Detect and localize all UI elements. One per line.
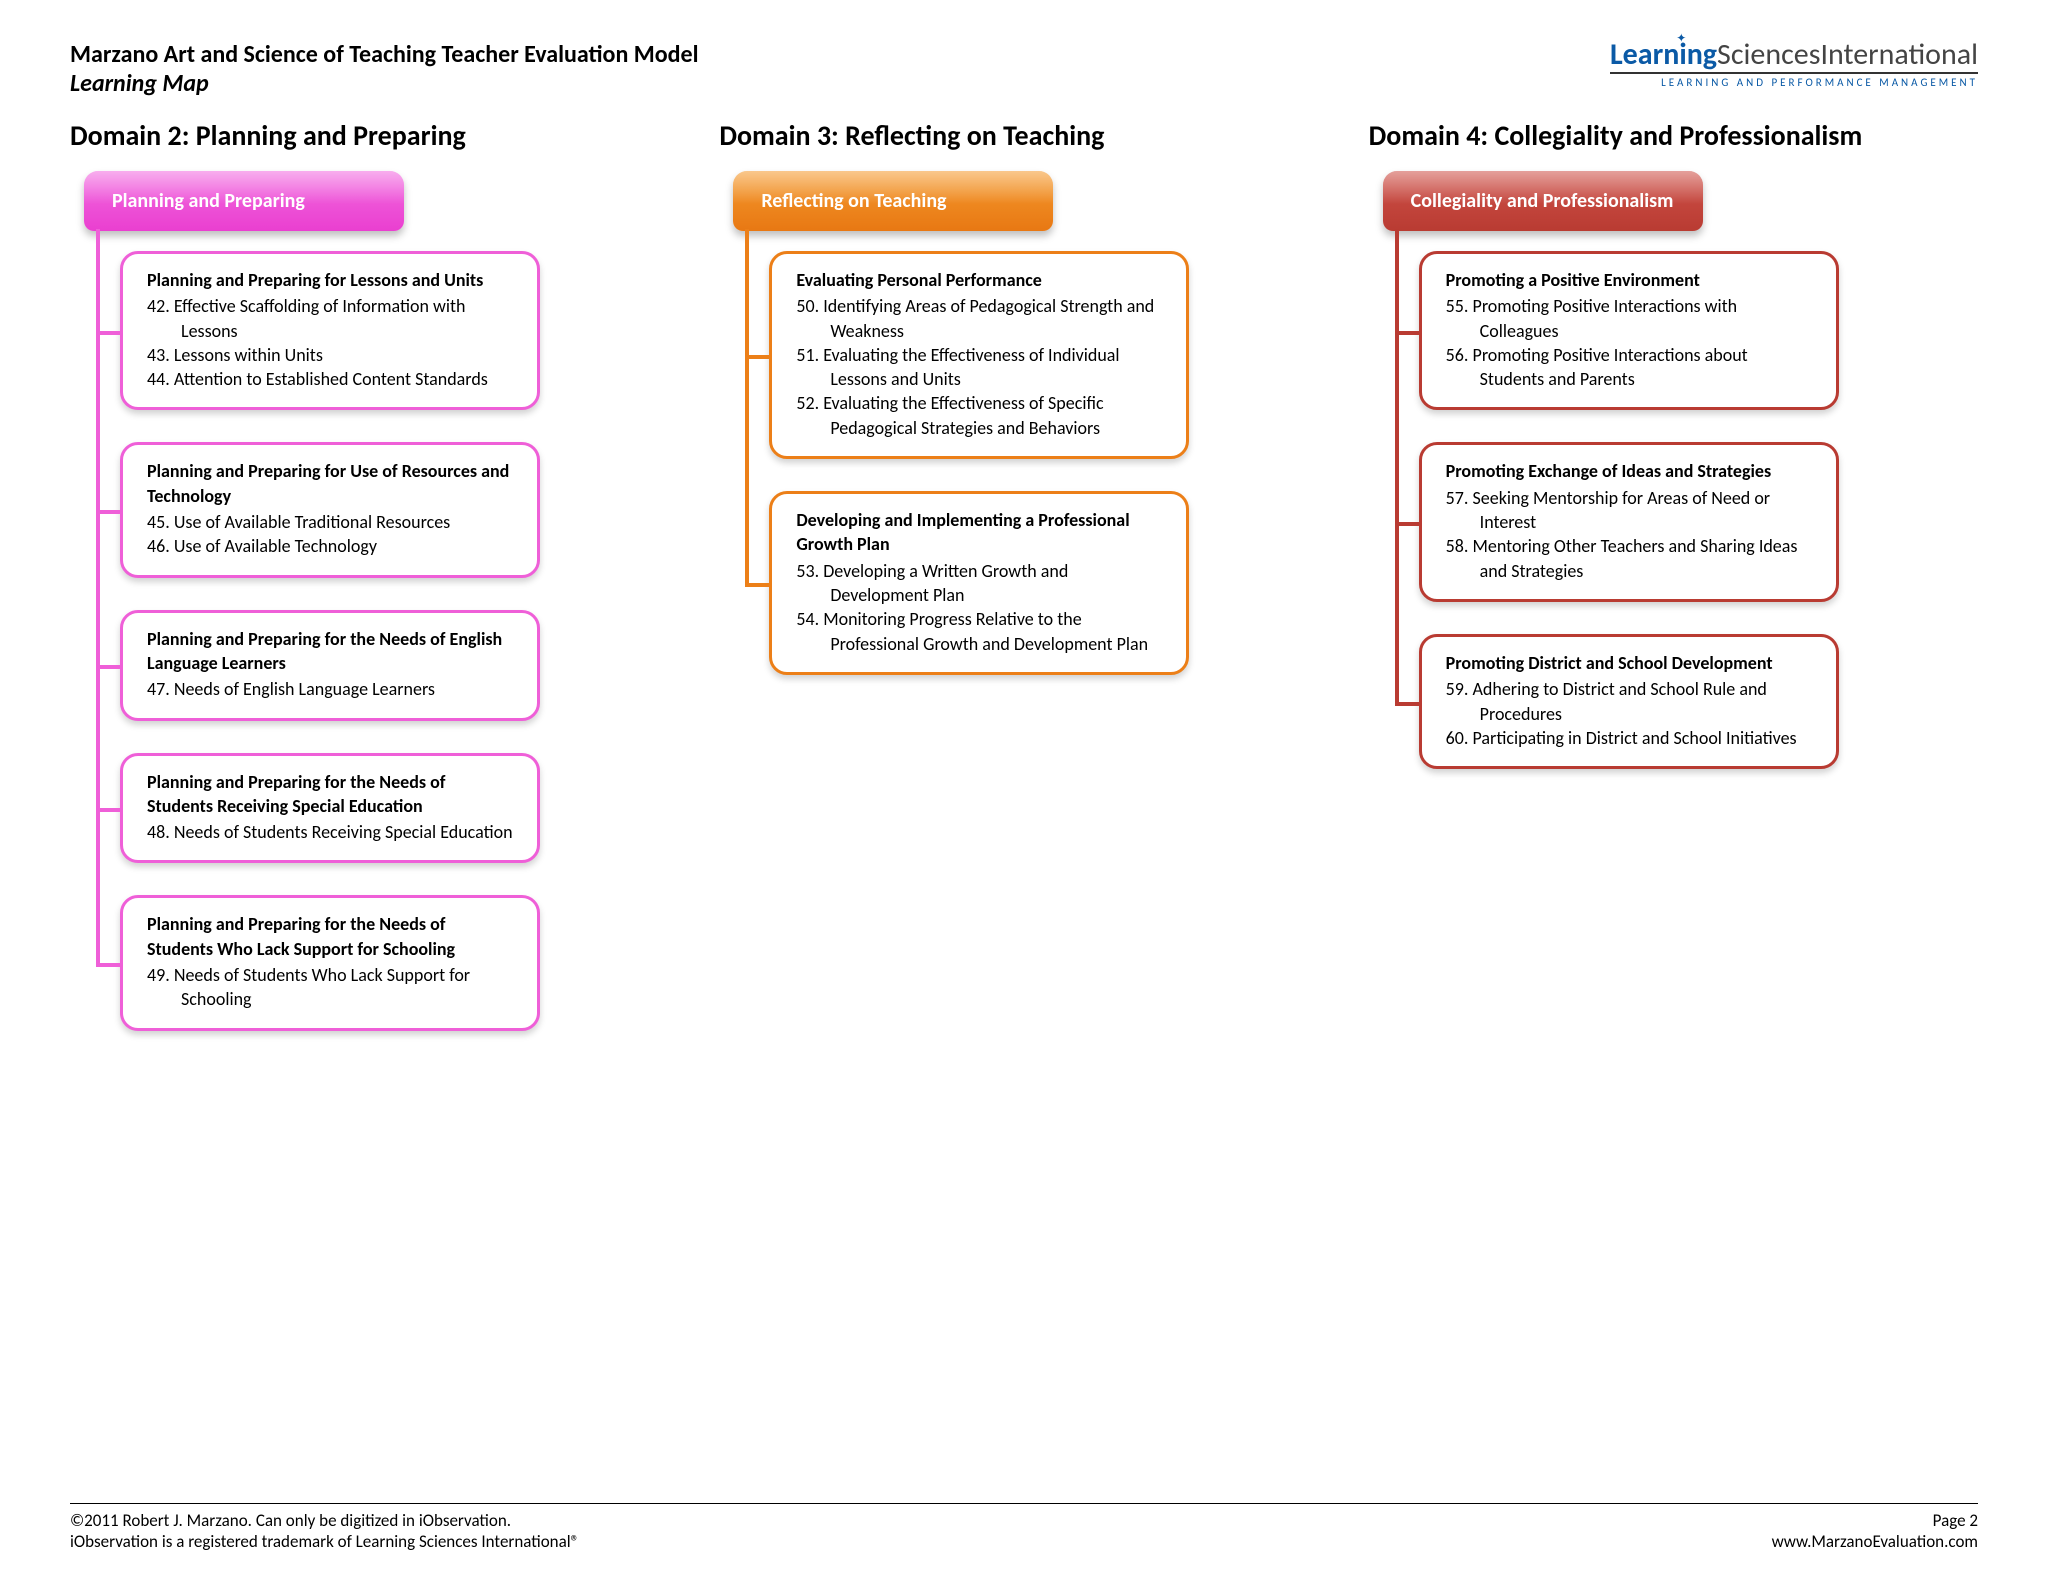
domain-column: Domain 3: Reflecting on Teaching Reflecti… — [719, 118, 1328, 1063]
card-item: 57. Seeking Mentorship for Areas of Need… — [1446, 486, 1812, 535]
header-left: Marzano Art and Science of Teaching Teac… — [70, 40, 698, 98]
card-item: 54. Monitoring Progress Relative to the … — [796, 607, 1162, 656]
card-title: Planning and Preparing for Use of Resour… — [147, 459, 513, 508]
card-title: Promoting Exchange of Ideas and Strategi… — [1446, 459, 1812, 483]
domain-children: Planning and Preparing for Lessons and U… — [120, 231, 679, 1031]
domain-tree: Collegiality and Professionalism Promotin… — [1369, 171, 1978, 769]
card-title: Planning and Preparing for Lessons and U… — [147, 268, 513, 292]
columns: Domain 2: Planning and Preparing Planning… — [70, 118, 1978, 1063]
card-branch: Planning and Preparing for the Needs of … — [120, 753, 679, 864]
card-item: 53. Developing a Written Growth and Deve… — [796, 559, 1162, 608]
footer: ©2011 Robert J. Marzano. Can only be dig… — [70, 1503, 1978, 1552]
card-item: 47. Needs of English Language Learners — [147, 677, 513, 701]
footer-left: ©2011 Robert J. Marzano. Can only be dig… — [70, 1510, 579, 1552]
card: Developing and Implementing a Profession… — [769, 491, 1189, 675]
card-title: Planning and Preparing for the Needs of … — [147, 912, 513, 961]
card-item: 45. Use of Available Traditional Resourc… — [147, 510, 513, 534]
card-item: 52. Evaluating the Effectiveness of Spec… — [796, 391, 1162, 440]
logo-word-sciences: Sciences — [1717, 36, 1820, 73]
footer-copyright: ©2011 Robert J. Marzano. Can only be dig… — [70, 1510, 579, 1531]
footer-page: Page 2 — [1772, 1510, 1978, 1531]
card-item: 50. Identifying Areas of Pedagogical Str… — [796, 294, 1162, 343]
card-item: 56. Promoting Positive Interactions abou… — [1446, 343, 1812, 392]
card-branch: Planning and Preparing for the Needs of … — [120, 895, 679, 1030]
card: Promoting Exchange of Ideas and Strategi… — [1419, 442, 1839, 601]
card: Evaluating Personal Performance50. Ident… — [769, 251, 1189, 459]
card-title: Promoting District and School Developmen… — [1446, 651, 1812, 675]
card: Planning and Preparing for Lessons and U… — [120, 251, 540, 410]
card-item: 58. Mentoring Other Teachers and Sharing… — [1446, 534, 1812, 583]
logo-word-international: International — [1820, 36, 1978, 73]
header: Marzano Art and Science of Teaching Teac… — [70, 40, 1978, 98]
logo-tagline: LEARNING AND PERFORMANCE MANAGEMENT — [1596, 77, 1978, 88]
card-branch: Planning and Preparing for Lessons and U… — [120, 251, 679, 410]
page-subtitle: Learning Map — [70, 69, 698, 98]
card-item: 42. Effective Scaffolding of Information… — [147, 294, 513, 343]
domain-tab: Reflecting on Teaching — [733, 171, 1053, 231]
card-branch: Developing and Implementing a Profession… — [769, 491, 1328, 675]
card: Promoting District and School Developmen… — [1419, 634, 1839, 769]
card-title: Promoting a Positive Environment — [1446, 268, 1812, 292]
card-item: 43. Lessons within Units — [147, 343, 513, 367]
tree-trunk — [1395, 229, 1399, 704]
page-title: Marzano Art and Science of Teaching Teac… — [70, 40, 698, 69]
logo-star-icon: ✦ — [1676, 32, 1686, 46]
domain-tree: Planning and Preparing Planning and Prepa… — [70, 171, 679, 1031]
footer-trademark: iObservation is a registered trademark o… — [70, 1531, 579, 1552]
page: Marzano Art and Science of Teaching Teac… — [0, 0, 2048, 1580]
card-item: 44. Attention to Established Content Sta… — [147, 367, 513, 391]
tree-trunk — [745, 229, 749, 585]
card-branch: Evaluating Personal Performance50. Ident… — [769, 251, 1328, 459]
card-item: 60. Participating in District and School… — [1446, 726, 1812, 750]
card-branch: Promoting Exchange of Ideas and Strategi… — [1419, 442, 1978, 601]
tree-trunk — [96, 229, 100, 965]
card-branch: Promoting District and School Developmen… — [1419, 634, 1978, 769]
domain-tab: Collegiality and Professionalism — [1383, 171, 1703, 231]
card-title: Developing and Implementing a Profession… — [796, 508, 1162, 557]
card: Planning and Preparing for Use of Resour… — [120, 442, 540, 577]
domain-heading: Domain 2: Planning and Preparing — [70, 118, 679, 153]
domain-heading: Domain 4: Collegiality and Professionali… — [1369, 118, 1978, 153]
footer-url: www.MarzanoEvaluation.com — [1772, 1531, 1978, 1552]
logo-word-learning: Learning — [1610, 36, 1717, 73]
logo: ✦ LearningSciencesInternational LEARNING… — [1596, 40, 1978, 88]
card: Planning and Preparing for the Needs of … — [120, 895, 540, 1030]
domain-children: Evaluating Personal Performance50. Ident… — [769, 231, 1328, 675]
logo-main: LearningSciencesInternational — [1610, 40, 1978, 74]
domain-column: Domain 4: Collegiality and Professionali… — [1369, 118, 1978, 1063]
card-title: Evaluating Personal Performance — [796, 268, 1162, 292]
footer-right: Page 2 www.MarzanoEvaluation.com — [1772, 1510, 1978, 1552]
card-item: 55. Promoting Positive Interactions with… — [1446, 294, 1812, 343]
domain-children: Promoting a Positive Environment55. Prom… — [1419, 231, 1978, 769]
card-item: 48. Needs of Students Receiving Special … — [147, 820, 513, 844]
card-item: 51. Evaluating the Effectiveness of Indi… — [796, 343, 1162, 392]
domain-heading: Domain 3: Reflecting on Teaching — [719, 118, 1328, 153]
card-title: Planning and Preparing for the Needs of … — [147, 627, 513, 676]
card-item: 59. Adhering to District and School Rule… — [1446, 677, 1812, 726]
domain-column: Domain 2: Planning and Preparing Planning… — [70, 118, 679, 1063]
card-item: 46. Use of Available Technology — [147, 534, 513, 558]
domain-tree: Reflecting on Teaching Evaluating Persona… — [719, 171, 1328, 675]
card-branch: Planning and Preparing for the Needs of … — [120, 610, 679, 721]
card-item: 49. Needs of Students Who Lack Support f… — [147, 963, 513, 1012]
card: Planning and Preparing for the Needs of … — [120, 610, 540, 721]
card-branch: Planning and Preparing for Use of Resour… — [120, 442, 679, 577]
card-branch: Promoting a Positive Environment55. Prom… — [1419, 251, 1978, 410]
card: Planning and Preparing for the Needs of … — [120, 753, 540, 864]
domain-tab: Planning and Preparing — [84, 171, 404, 231]
card-title: Planning and Preparing for the Needs of … — [147, 770, 513, 819]
card: Promoting a Positive Environment55. Prom… — [1419, 251, 1839, 410]
